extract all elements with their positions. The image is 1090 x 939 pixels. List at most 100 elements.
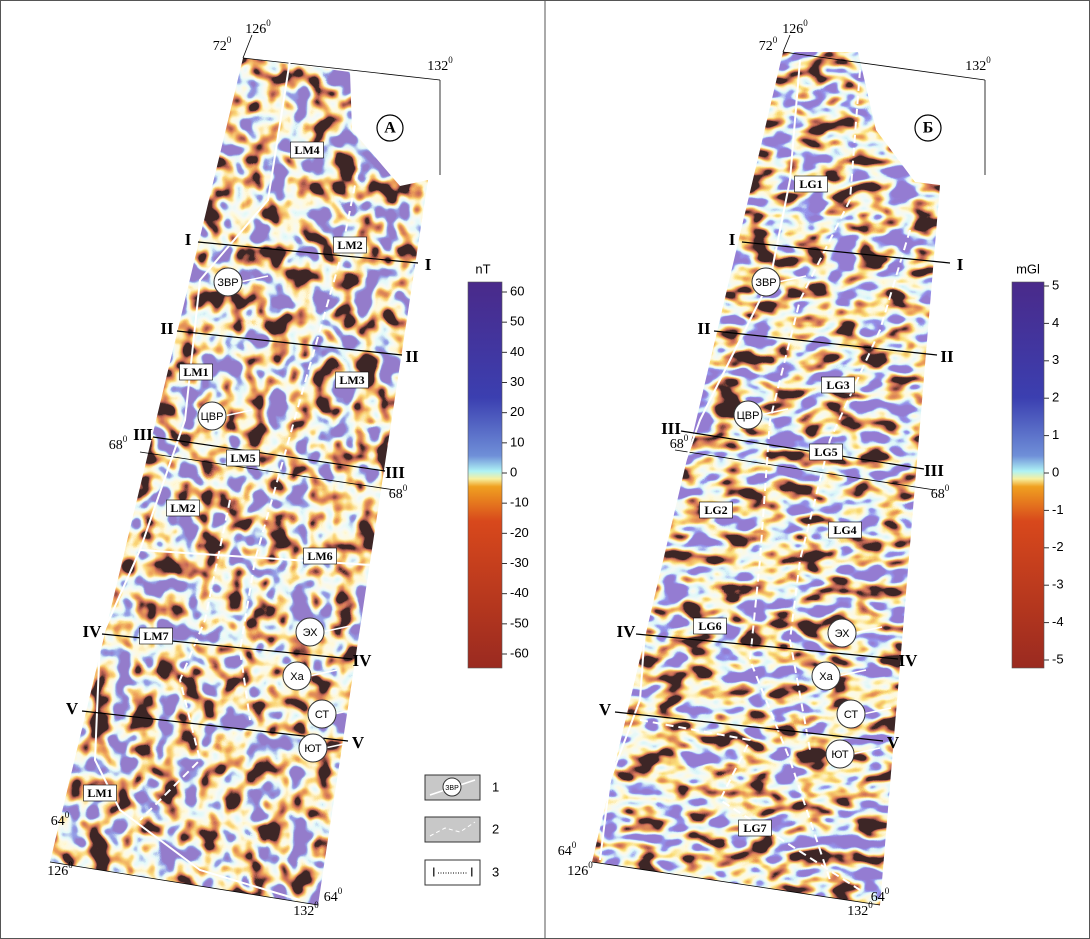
coordinate-label: 1320 (965, 55, 991, 74)
colorbar-tick-label: -1 (1052, 502, 1064, 517)
coordinate-degrees: 132 (965, 59, 986, 74)
profile-label: V (887, 733, 900, 752)
zone-label: LM5 (230, 451, 255, 465)
coordinate-superscript: 0 (65, 810, 70, 820)
zone-label: LG1 (799, 177, 822, 191)
coordinate-degrees: 132 (427, 59, 448, 74)
profile-label: II (940, 347, 954, 366)
legend: ЗВР 1 2 I I 3 (425, 775, 499, 885)
coordinate-label: 680 (931, 483, 950, 502)
coordinate-label: 1260 (245, 18, 271, 37)
magnetic-map (40, 50, 440, 910)
colorbar (1012, 282, 1044, 668)
coordinate-label: 680 (109, 434, 128, 453)
coordinate-label: 640 (324, 886, 343, 905)
coordinate-degrees: 126 (245, 22, 266, 37)
coordinate-superscript: 0 (684, 433, 689, 443)
zone-label: LM4 (294, 143, 319, 157)
colorbar-tick-label: 30 (510, 374, 524, 389)
coordinate-superscript: 0 (986, 55, 991, 65)
coordinate-superscript: 0 (885, 886, 890, 896)
zone-label: LG3 (826, 378, 849, 392)
coordinate-degrees: 72 (759, 39, 773, 54)
profile-label: I (425, 255, 432, 274)
profile-label: V (599, 700, 612, 719)
coordinate-degrees: 126 (47, 864, 68, 879)
zone-label: LM1 (183, 365, 208, 379)
coordinate-superscript: 0 (448, 55, 453, 65)
legend-symbol: I (470, 864, 474, 879)
coordinate-degrees: 68 (389, 487, 403, 502)
profile-label: I (957, 255, 964, 274)
colorbar-tick-label: 50 (510, 314, 524, 329)
coordinate-superscript: 0 (266, 18, 271, 28)
zone-label: LG6 (698, 619, 721, 633)
colorbar-unit: mGl (1016, 261, 1040, 276)
coordinate-superscript: 0 (403, 483, 408, 493)
colorbar-tick-label: 2 (1052, 390, 1059, 405)
profile-label: II (405, 347, 419, 366)
coordinate-degrees: 68 (670, 437, 684, 452)
legend-symbol: ЗВР (445, 785, 459, 792)
zone-label: LG7 (743, 821, 766, 835)
colorbar-tick-label: -3 (1052, 577, 1064, 592)
colorbar-tick-label: -5 (1052, 651, 1064, 666)
colorbar-tick-label: -30 (510, 555, 529, 570)
legend-symbol: I (432, 864, 436, 879)
colorbar (468, 282, 502, 668)
colorbar-tick-label: -4 (1052, 614, 1064, 629)
profile-label: V (66, 699, 79, 718)
profile-label: III (133, 425, 153, 444)
site-label: Ха (819, 671, 833, 683)
profile-label: I (729, 230, 736, 249)
colorbar-tick-label: 0 (510, 464, 517, 479)
profile-label: I (185, 230, 192, 249)
coordinate-degrees: 132 (847, 904, 868, 919)
coordinate-degrees: 64 (324, 890, 338, 905)
profile-label: IV (899, 651, 919, 670)
profile-label: II (697, 319, 711, 338)
site-label: ЮТ (831, 749, 848, 761)
coordinate-superscript: 0 (572, 840, 577, 850)
colorbar-tick-label: -20 (510, 525, 529, 540)
figure: ЗВР 1 2 I I 3 12607201320680680640126013… (0, 0, 1090, 939)
colorbar-unit: nT (475, 261, 490, 276)
colorbar-tick-label: -10 (510, 495, 529, 510)
site-label: ЦВР (201, 411, 224, 423)
coordinate-superscript: 0 (945, 483, 950, 493)
legend-number: 1 (492, 779, 499, 794)
site-label: СТ (315, 709, 330, 721)
zone-label: LM3 (339, 373, 364, 387)
zone-label: LG4 (833, 523, 856, 537)
zone-label: LM7 (143, 629, 168, 643)
colorbar-tick-label: 10 (510, 434, 524, 449)
coordinate-degrees: 132 (293, 904, 314, 919)
site-label: ЭХ (835, 628, 851, 640)
site-label: ЭХ (303, 627, 319, 639)
coordinate-superscript: 0 (123, 434, 128, 444)
site-label: ЦВР (737, 410, 760, 422)
profile-label: III (385, 463, 405, 482)
profile-label: IV (353, 651, 373, 670)
legend-number: 2 (492, 821, 499, 836)
gravity-map (580, 45, 950, 915)
zone-label: LG2 (704, 503, 727, 517)
colorbar-tick-label: 5 (1052, 277, 1059, 292)
colorbar-tick-label: 4 (1052, 315, 1059, 330)
coordinate-label: 1320 (847, 900, 873, 919)
profile-label: IV (617, 622, 637, 641)
colorbar-tick-label: 1 (1052, 427, 1059, 442)
coordinate-label: 720 (213, 35, 232, 54)
profile-label: III (924, 461, 944, 480)
coordinate-degrees: 64 (558, 844, 572, 859)
profile-label: V (352, 733, 365, 752)
coordinate-superscript: 0 (314, 900, 319, 910)
coordinate-label: 720 (759, 35, 778, 54)
coordinate-degrees: 64 (871, 890, 885, 905)
colorbar-tick-label: -60 (510, 645, 529, 660)
zone-label: LM2 (337, 238, 362, 252)
coordinate-degrees: 126 (567, 864, 588, 879)
coordinate-degrees: 68 (109, 438, 123, 453)
legend-number: 3 (492, 864, 499, 879)
site-label: ЗВР (217, 277, 238, 289)
